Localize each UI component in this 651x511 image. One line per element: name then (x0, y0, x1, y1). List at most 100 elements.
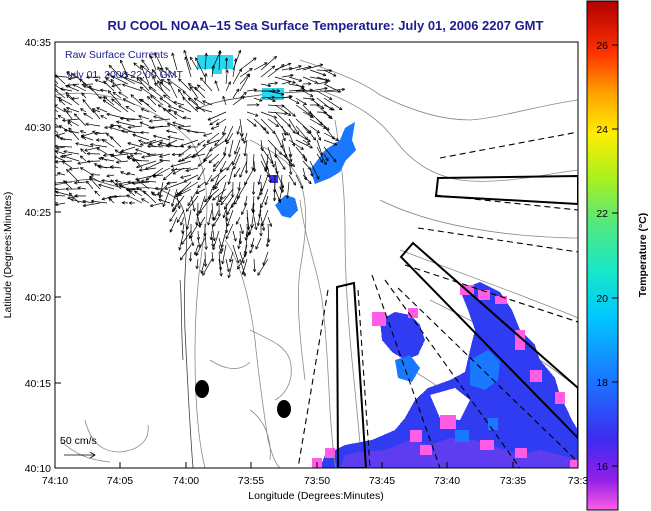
current-vector-head (73, 113, 76, 117)
current-vector (189, 56, 199, 71)
current-vector-head (103, 80, 107, 83)
current-vector-head (291, 158, 293, 162)
current-vector (147, 96, 157, 106)
current-vector-head (120, 59, 124, 63)
current-vector (197, 167, 206, 181)
current-vector (62, 155, 80, 162)
current-vector-head (106, 113, 110, 117)
current-vector (207, 111, 227, 121)
current-vector-head (226, 269, 230, 273)
current-vector-head (282, 138, 286, 142)
current-vector (136, 77, 150, 92)
current-vector (140, 139, 157, 146)
current-vector-head (284, 113, 288, 116)
current-vector-head (166, 123, 170, 126)
current-vector (182, 90, 199, 106)
current-vector (239, 118, 243, 137)
current-vector (140, 131, 150, 134)
current-vector-head (136, 179, 139, 183)
current-vector (166, 130, 178, 134)
current-vector-head (300, 186, 304, 189)
current-vector-head (299, 78, 303, 82)
current-vector (178, 89, 185, 99)
current-vector-head (328, 70, 333, 73)
current-vector-head (77, 187, 81, 190)
current-vector-head (250, 224, 252, 228)
current-vector (55, 194, 66, 197)
current-vector (218, 237, 223, 252)
current-vector-head (250, 243, 252, 248)
current-vector-head (168, 108, 172, 111)
current-vector (167, 123, 178, 127)
current-vector (323, 97, 343, 111)
current-vector (153, 115, 164, 120)
current-vector-head (188, 258, 191, 262)
current-vector-head (195, 265, 198, 270)
current-vector (92, 131, 101, 134)
current-vector (92, 109, 101, 120)
current-vector-head (172, 52, 175, 56)
current-vector-head (244, 272, 247, 277)
current-vector-head (301, 146, 304, 150)
current-vector (220, 188, 234, 206)
current-vector (281, 67, 293, 71)
x-axis: 74:10 74:05 74:00 73:55 73:50 73:45 73:4… (42, 462, 588, 502)
current-vector-head (293, 163, 295, 167)
current-vector-head (255, 246, 259, 250)
current-vector (55, 202, 66, 206)
current-vector-head (312, 138, 316, 141)
current-vector-head (109, 154, 112, 158)
current-vector-head (99, 89, 103, 93)
current-vector-head (220, 169, 224, 173)
current-vector-head (257, 223, 261, 227)
current-vector-head (138, 139, 141, 143)
current-vector-head (145, 179, 150, 181)
current-vector (295, 125, 308, 141)
current-vector-head (132, 134, 136, 137)
current-vector-head (113, 194, 117, 197)
current-vector-head (66, 71, 69, 76)
current-vector-head (341, 87, 345, 90)
current-vector (222, 244, 227, 265)
current-vector-head (141, 198, 144, 202)
current-vector-head (152, 175, 156, 178)
current-vector-head (228, 153, 230, 158)
current-vector-head (241, 271, 243, 275)
current-vector-head (281, 92, 285, 95)
current-vector-head (271, 95, 275, 98)
current-vector-head (133, 151, 138, 154)
current-vector (55, 202, 59, 204)
current-vector (267, 146, 275, 168)
current-vector-head (45, 202, 48, 204)
current-vector (150, 202, 164, 207)
current-vector-head (244, 251, 248, 255)
current-vector-head (227, 181, 229, 185)
current-vector (280, 174, 283, 190)
current-vector (239, 230, 242, 244)
current-vector-head (98, 157, 102, 161)
current-vector-head (147, 152, 151, 155)
current-vector (55, 165, 59, 169)
current-vector (88, 85, 101, 99)
current-vector-head (126, 172, 131, 174)
current-vector (236, 125, 241, 135)
current-vector-head (226, 57, 229, 61)
current-vector-head (135, 177, 139, 180)
coastline (55, 179, 194, 468)
current-vector (323, 111, 332, 119)
current-vector (101, 180, 115, 183)
current-vector-head (130, 154, 132, 158)
current-vector-head (254, 123, 257, 127)
current-vector-head (317, 138, 321, 141)
current-vector-head (92, 130, 96, 132)
current-vector (237, 251, 248, 270)
current-vector-head (69, 192, 73, 195)
current-vector (114, 149, 122, 155)
current-vector-head (228, 268, 230, 272)
current-vector (226, 160, 234, 171)
current-vector (90, 143, 108, 148)
current-vector-head (226, 141, 230, 145)
current-vector-head (106, 73, 110, 77)
current-vector-head (228, 181, 231, 185)
current-vector-head (68, 78, 72, 81)
